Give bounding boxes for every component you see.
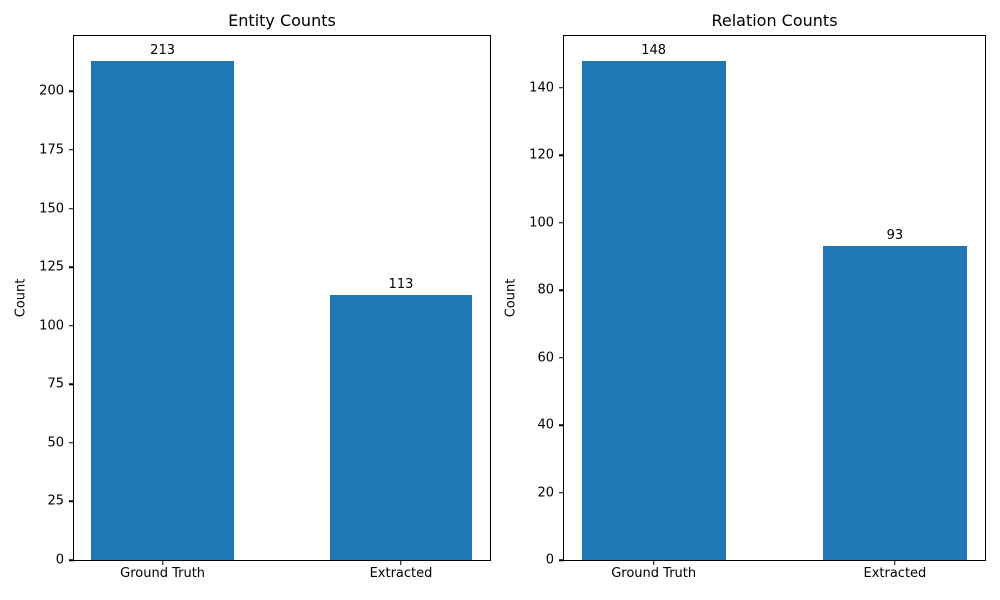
chart-title: Relation Counts (711, 11, 838, 30)
bar-value-label: 148 (641, 42, 667, 58)
y-tick-mark (559, 222, 564, 224)
bar-value-label: 93 (886, 228, 904, 244)
y-tick-label: 120 (529, 147, 554, 163)
y-tick-mark (69, 500, 74, 503)
x-tick-mark (161, 560, 164, 565)
y-tick-label: 75 (47, 376, 64, 392)
y-tick-label: 80 (537, 282, 554, 298)
y-tick-label: 140 (529, 80, 554, 96)
y-tick-label: 20 (537, 485, 554, 501)
y-tick-mark (559, 424, 564, 426)
y-tick-mark (559, 289, 564, 291)
y-tick-mark (69, 266, 74, 268)
y-tick-label: 150 (39, 201, 64, 217)
y-tick-mark (69, 383, 74, 386)
bar-value-label: 113 (388, 277, 414, 293)
x-tick-mark (652, 560, 655, 565)
y-tick-mark (69, 324, 74, 327)
y-tick-mark (559, 491, 564, 494)
y-tick-mark (559, 87, 564, 89)
y-tick-label: 100 (529, 215, 554, 231)
bar (581, 60, 726, 560)
bar-value-label: 213 (150, 42, 176, 58)
bar (822, 246, 967, 560)
x-tick-mark (894, 560, 896, 565)
plot-area: Count 0 25 50 75 100 125 150 175 200 213 Ground Tr… (14, 35, 491, 580)
chart-title: Entity Counts (228, 11, 336, 30)
y-tick-mark (69, 149, 74, 151)
y-tick-label: 0 (55, 552, 64, 568)
plot-area: Count 0 20 40 60 80 100 120 140 148 Ground Truth 9… (504, 35, 986, 580)
y-tick-mark (559, 154, 564, 157)
y-tick-label: 100 (39, 318, 64, 334)
y-tick-label: 60 (537, 350, 554, 366)
y-tick-mark (69, 442, 74, 444)
y-tick-label: 40 (537, 417, 554, 433)
bar (329, 295, 473, 560)
y-tick-label: 0 (545, 552, 554, 568)
y-tick-mark (69, 207, 74, 210)
y-tick-label: 175 (39, 142, 64, 158)
x-category-label: Extracted (369, 566, 433, 581)
y-tick-label: 25 (47, 493, 64, 509)
x-category-label: Ground Truth (120, 566, 206, 581)
x-category-label: Ground Truth (611, 566, 697, 581)
x-tick-mark (400, 560, 402, 565)
y-tick-mark (69, 90, 74, 93)
x-category-label: Extracted (863, 566, 927, 581)
y-tick-mark (559, 356, 564, 359)
bar (91, 60, 234, 560)
y-tick-label: 200 (39, 83, 64, 99)
y-tick-mark (559, 559, 564, 561)
y-tick-mark (69, 559, 74, 561)
y-tick-label: 125 (39, 259, 64, 275)
y-tick-label: 50 (47, 435, 64, 451)
